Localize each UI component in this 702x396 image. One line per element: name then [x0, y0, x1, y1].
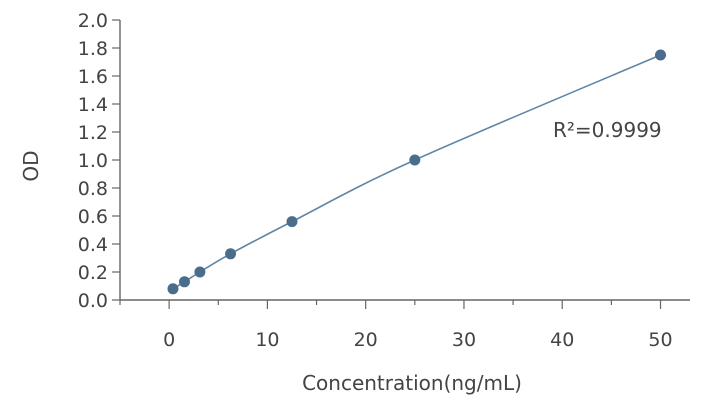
y-tick-label: 0.8	[78, 178, 108, 200]
y-tick-label: 0.0	[78, 290, 108, 312]
x-tick-label: 40	[550, 329, 574, 351]
r-squared-annotation: R²=0.9999	[553, 118, 662, 142]
data-point	[286, 216, 298, 228]
x-tick-label: 10	[255, 329, 279, 351]
data-point	[225, 248, 237, 260]
y-tick-label: 0.2	[78, 262, 108, 284]
fit-curve	[172, 54, 661, 290]
y-tick-label: 0.6	[78, 206, 108, 228]
data-point	[409, 154, 421, 166]
x-tick-label: 20	[354, 329, 378, 351]
y-axis-ticks: 0.0 0.2 0.4 0.6 0.8 1.0 1.2 1.4 1.6 1.8 2.0	[78, 10, 120, 312]
x-tick-label: 30	[452, 329, 476, 351]
y-tick-label: 1.6	[78, 66, 108, 88]
data-points	[167, 49, 667, 295]
y-tick-label: 1.8	[78, 38, 108, 60]
y-axis-title: OD	[19, 150, 43, 181]
y-tick-label: 1.0	[78, 150, 108, 172]
x-axis-ticks: 0 10 20 30 40 50	[119, 300, 673, 351]
y-tick-label: 2.0	[78, 10, 108, 32]
data-point	[194, 266, 206, 278]
y-tick-label: 1.2	[78, 122, 108, 144]
x-axis-title: Concentration(ng/mL)	[302, 371, 522, 395]
y-tick-label: 1.4	[78, 94, 108, 116]
axes	[119, 20, 690, 301]
data-point	[167, 283, 179, 295]
data-point	[178, 276, 190, 288]
data-point	[655, 49, 667, 61]
x-tick-label: 50	[648, 329, 672, 351]
y-tick-label: 0.4	[78, 234, 108, 256]
x-tick-label: 0	[163, 329, 175, 351]
